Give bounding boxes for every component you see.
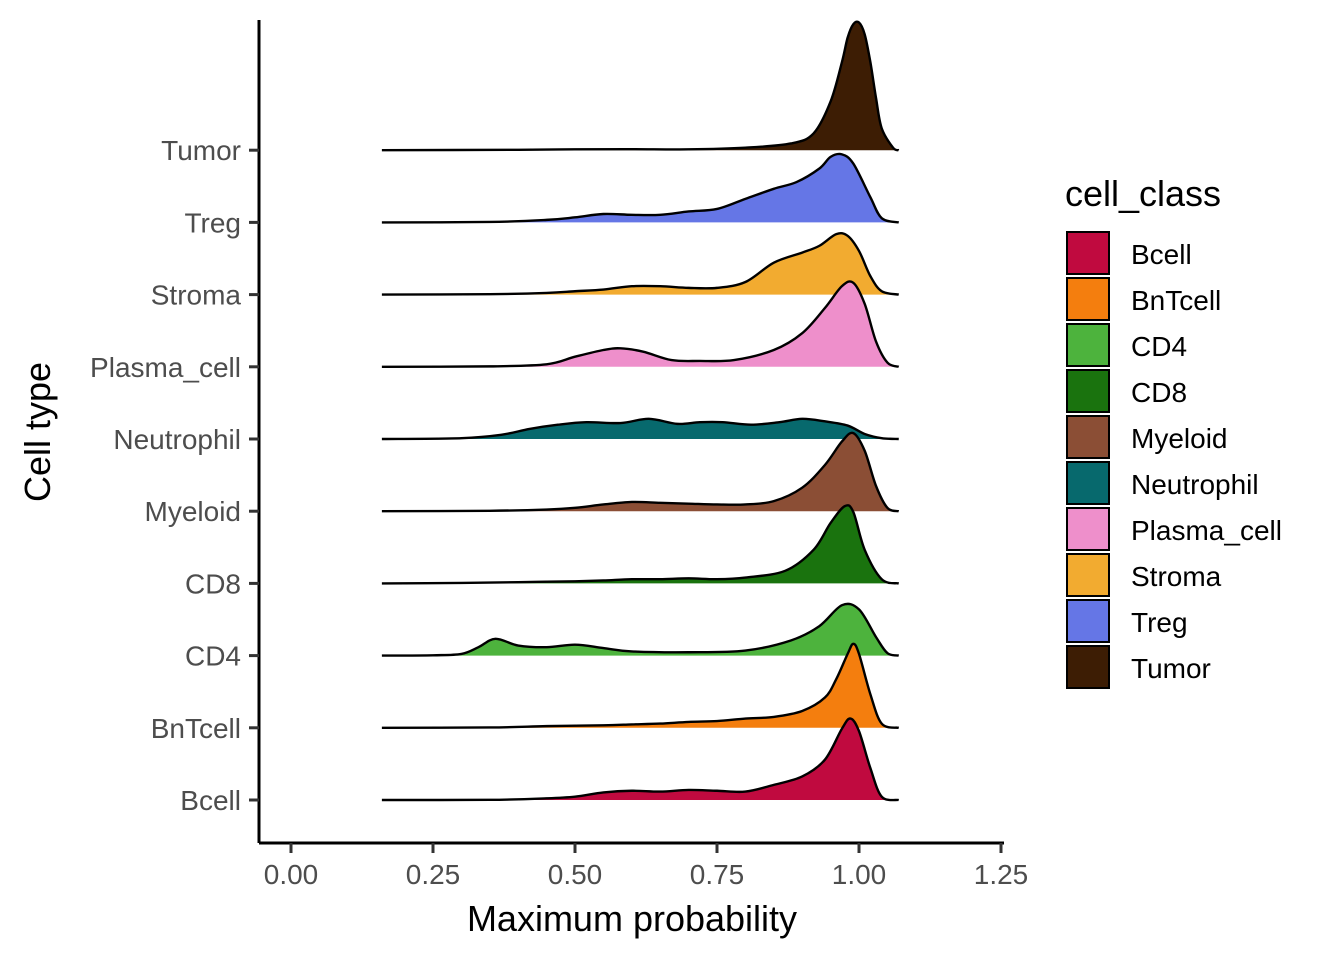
ridge-line-tumor: [381, 20, 900, 152]
legend-title: cell_class: [1065, 173, 1221, 214]
ridge-line-plasma_cell: [381, 280, 900, 368]
y-ticks: Bcell BnTcell CD4 CD8 Myeloid Neutrophil Plasm…: [90, 135, 259, 816]
ridge-area-plasma_cell: [381, 281, 899, 367]
y-axis-title: Cell type: [17, 362, 58, 502]
y-tick-label-bcell: Bcell: [180, 785, 241, 816]
legend-label-myeloid: Myeloid: [1131, 423, 1227, 454]
legend-swatch-cd8: [1066, 369, 1110, 413]
ridge-area-cd4: [381, 603, 899, 656]
y-tick-label-stroma: Stroma: [151, 280, 242, 311]
ridge-line-bntcell: [381, 642, 900, 729]
y-tick-label-cd4: CD4: [185, 641, 241, 672]
legend-label-bcell: Bcell: [1131, 239, 1192, 270]
y-tick-label-tumor: Tumor: [161, 135, 241, 166]
y-tick-label-treg: Treg: [184, 207, 241, 238]
legend-label-neutrophil: Neutrophil: [1131, 469, 1259, 500]
legend-swatch-cd4: [1066, 323, 1110, 367]
ridge-area-bcell: [381, 718, 899, 801]
legend-swatch-myeloid: [1066, 415, 1110, 459]
x-tick-label: 0.50: [548, 859, 603, 890]
legend-swatch-neutrophil: [1066, 461, 1110, 505]
ridge-line-bcell: [381, 717, 899, 802]
ridge-area-treg: [381, 153, 899, 223]
ridge-area-stroma: [381, 233, 899, 295]
legend: cell_class Bcell BnTcell CD4 CD8 Myeloid Neut…: [1065, 173, 1282, 689]
ridges: [381, 20, 900, 802]
y-tick-label-myeloid: Myeloid: [145, 496, 241, 527]
x-axis-title: Maximum probability: [467, 898, 797, 939]
x-tick-label: 1.25: [974, 859, 1029, 890]
ridge-area-cd8: [381, 505, 899, 584]
legend-label-plasma_cell: Plasma_cell: [1131, 515, 1282, 546]
legend-swatch-tumor: [1066, 645, 1110, 689]
ridge-line-cd4: [381, 602, 900, 657]
x-tick-label: 0.25: [406, 859, 461, 890]
legend-swatch-plasma_cell: [1066, 507, 1110, 551]
legend-label-bntcell: BnTcell: [1131, 285, 1221, 316]
y-tick-label-neutrophil: Neutrophil: [113, 424, 241, 455]
x-tick-label: 0.75: [690, 859, 745, 890]
ridge-area-tumor: [381, 21, 899, 151]
legend-label-cd4: CD4: [1131, 331, 1187, 362]
legend-label-treg: Treg: [1131, 607, 1188, 638]
legend-label-stroma: Stroma: [1131, 561, 1222, 592]
legend-label-cd8: CD8: [1131, 377, 1187, 408]
ridge-line-myeloid: [381, 431, 900, 513]
x-ticks: 0.00 0.25 0.50 0.75 1.00 1.25: [264, 843, 1029, 890]
y-tick-label-bntcell: BnTcell: [151, 713, 241, 744]
ridge-area-myeloid: [381, 432, 899, 512]
x-tick-label: 0.00: [264, 859, 319, 890]
y-tick-label-plasma_cell: Plasma_cell: [90, 352, 241, 383]
y-tick-label-cd8: CD8: [185, 568, 241, 599]
legend-swatch-stroma: [1066, 553, 1110, 597]
legend-swatch-bcell: [1066, 231, 1110, 275]
legend-label-tumor: Tumor: [1131, 653, 1211, 684]
legend-swatch-bntcell: [1066, 277, 1110, 321]
ridge-line-treg: [381, 152, 900, 224]
ridge-line-neutrophil: [381, 417, 899, 441]
ridge-line-stroma: [381, 231, 899, 296]
ridge-line-cd8: [381, 504, 900, 585]
ridge-area-bntcell: [381, 643, 899, 728]
x-tick-label: 1.00: [832, 859, 887, 890]
legend-swatch-treg: [1066, 599, 1110, 643]
